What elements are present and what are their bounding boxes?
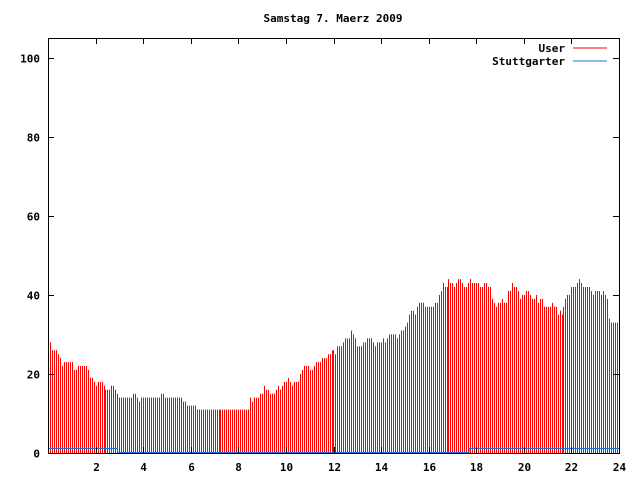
legend-label-user: User bbox=[539, 42, 566, 55]
x-tick-label: 24 bbox=[613, 461, 627, 474]
y-tick-label: 40 bbox=[27, 290, 40, 303]
chart-title: Samstag 7. Maerz 2009 bbox=[263, 12, 402, 25]
y-tick-label: 0 bbox=[33, 448, 40, 461]
y-tick-label: 100 bbox=[20, 53, 40, 66]
legend-label-stuttgarter: Stuttgarter bbox=[492, 55, 565, 68]
x-tick-label: 14 bbox=[375, 461, 389, 474]
x-tick-label: 4 bbox=[140, 461, 147, 474]
x-tick-label: 2 bbox=[93, 461, 100, 474]
series-stuttgarter-line bbox=[48, 448, 619, 453]
y-tick-label: 20 bbox=[27, 369, 40, 382]
x-tick-label: 20 bbox=[518, 461, 531, 474]
x-tick-label: 12 bbox=[328, 461, 341, 474]
y-tick-label: 60 bbox=[27, 211, 40, 224]
legend: User Stuttgarter bbox=[492, 42, 607, 68]
x-tick-label: 6 bbox=[188, 461, 195, 474]
x-tick-label: 8 bbox=[235, 461, 242, 474]
x-tick-label: 16 bbox=[423, 461, 437, 474]
line-stuttgarter bbox=[48, 448, 619, 453]
y-tick-label: 80 bbox=[27, 132, 40, 145]
x-tick-label: 22 bbox=[565, 461, 578, 474]
x-tick-label: 18 bbox=[470, 461, 483, 474]
x-tick-label: 10 bbox=[280, 461, 293, 474]
series-user-bars bbox=[48, 279, 618, 453]
